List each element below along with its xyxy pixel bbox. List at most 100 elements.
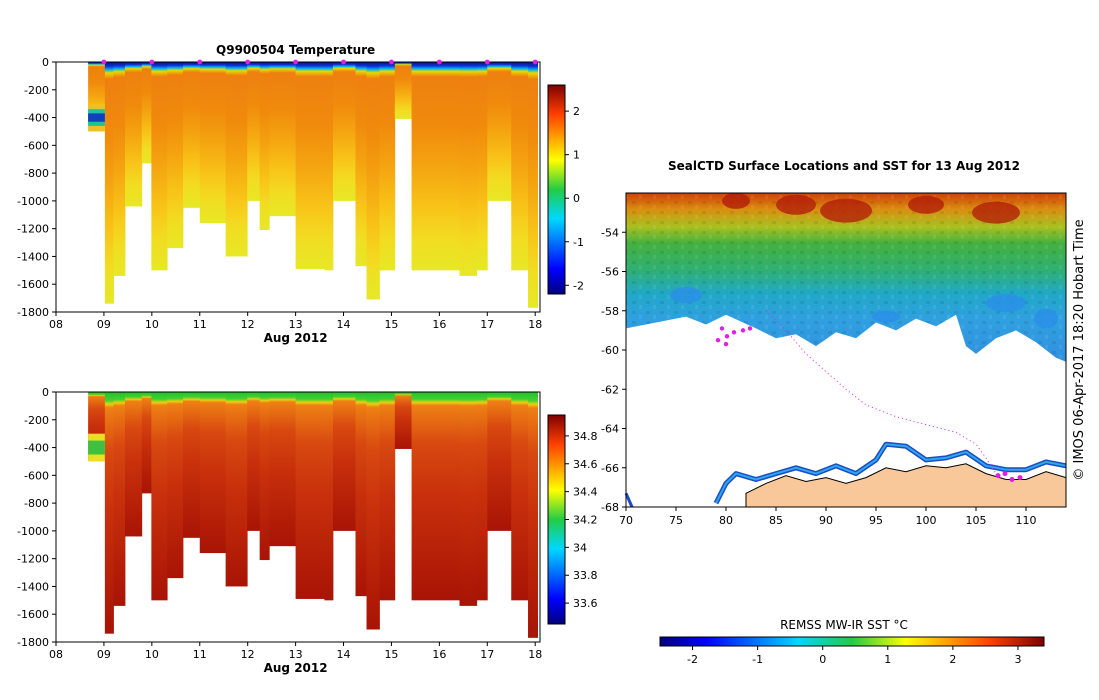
warm-patch [722,192,750,209]
surface-marker [149,59,155,65]
x-tick-label: 80 [719,514,733,527]
coastal-polynya-inner [715,443,1067,504]
x-tick-label: 15 [384,648,398,661]
profile-column [332,62,356,201]
y-tick-label: -600 [24,139,49,152]
y-tick-label: -56 [601,266,619,279]
y-tick-label: -200 [24,414,49,427]
profile-column [366,62,380,300]
y-tick-label: -58 [601,305,619,318]
surface-marker [293,59,299,65]
temperature-panel: 0 -200 -400 -600 -800 -1000 -1200 -1400 -1600 -18… [17,43,584,345]
colorbar-tick-label: -2 [687,653,698,666]
profile-column [269,392,297,547]
seal-location [995,473,1001,479]
y-tick-label: -400 [24,112,49,125]
salinity-panel: 0 -200 -400 -600 -800 -1000 -1200 -1400 -1600 -18… [17,386,597,675]
y-tick-label: -200 [24,84,49,97]
x-tick-label: 12 [241,318,255,331]
seal-location [723,341,729,347]
profile-column [151,392,168,601]
y-tick-label: -1200 [17,223,49,236]
profile-column [125,392,143,537]
seal-location [724,334,730,339]
profile-column [355,392,367,597]
colorbar-tick-label: 34.2 [573,514,598,527]
profile-column [225,392,248,587]
x-tick-label: 11 [193,648,207,661]
x-tick-label: 09 [97,648,111,661]
profile-column [379,392,396,601]
colorbar [547,414,566,625]
y-tick-label: -600 [24,469,49,482]
y-tick-label: -60 [601,344,619,357]
surface-marker [245,59,251,65]
profile-column [167,62,184,249]
x-tick-label: 100 [916,514,937,527]
profile-column [199,392,227,554]
warm-patch [908,195,944,214]
sst-texture [626,193,1066,362]
y-tick-label: -800 [24,167,49,180]
profile-column [247,392,261,531]
y-tick-label: -1600 [17,608,49,621]
x-tick-label: 85 [769,514,783,527]
colorbar [547,84,566,295]
chart-title: SealCTD Surface Locations and SST for 13… [668,159,1020,173]
x-tick-label: 70 [619,514,633,527]
colorbar-tick-label: 1 [573,149,580,162]
profile-column [394,392,412,449]
profile-column [295,62,325,269]
y-tick-label: 0 [42,56,49,69]
colorbar [659,636,1045,647]
profile-column [487,62,512,201]
profile-column [199,62,227,224]
x-tick-label: 11 [193,318,207,331]
seal-location [1017,475,1023,481]
profile-column [332,392,356,531]
colorbar-tick-label: 1 [884,653,891,666]
profile-column [394,62,412,119]
cold-patch [1034,308,1058,329]
x-tick-label: 95 [869,514,883,527]
seal-location [719,326,725,331]
profile-column [259,62,270,231]
profile-column [269,62,297,217]
y-tick-label: -68 [601,501,619,514]
profile-column [528,62,539,308]
cold-patch [872,310,900,323]
y-tick-label: -800 [24,497,49,510]
y-tick-label: -1800 [17,636,49,649]
surface-marker [436,59,442,65]
profile-column [487,392,512,531]
x-tick-label: 110 [1016,514,1037,527]
colorbar-tick-label: 34 [573,541,587,554]
y-tick-label: -1000 [17,525,49,538]
x-tick-label: 75 [669,514,683,527]
x-tick-label: 17 [480,318,494,331]
seal-location [715,337,721,343]
seal-location [747,326,753,331]
y-tick-label: 0 [42,386,49,399]
profile-column [225,62,248,257]
profile-column [476,392,488,601]
y-tick-label: -1400 [17,250,49,263]
x-tick-label: 12 [241,648,255,661]
profile-column [476,62,488,271]
colorbar-tick-label: 33.6 [573,597,598,610]
x-tick-label: 08 [49,318,63,331]
profile-band [88,440,105,455]
profile-column [182,392,201,538]
x-tick-label: 14 [337,318,351,331]
profile-column [141,62,152,164]
profile-column [528,392,539,638]
warm-patch [820,198,872,223]
colorbar-tick-label: 2 [949,653,956,666]
surface-marker [389,59,394,65]
surface-marker [532,59,538,65]
profile-column [125,62,143,207]
profile-column [411,392,460,601]
x-tick-label: 105 [966,514,987,527]
profile-column [113,392,126,606]
